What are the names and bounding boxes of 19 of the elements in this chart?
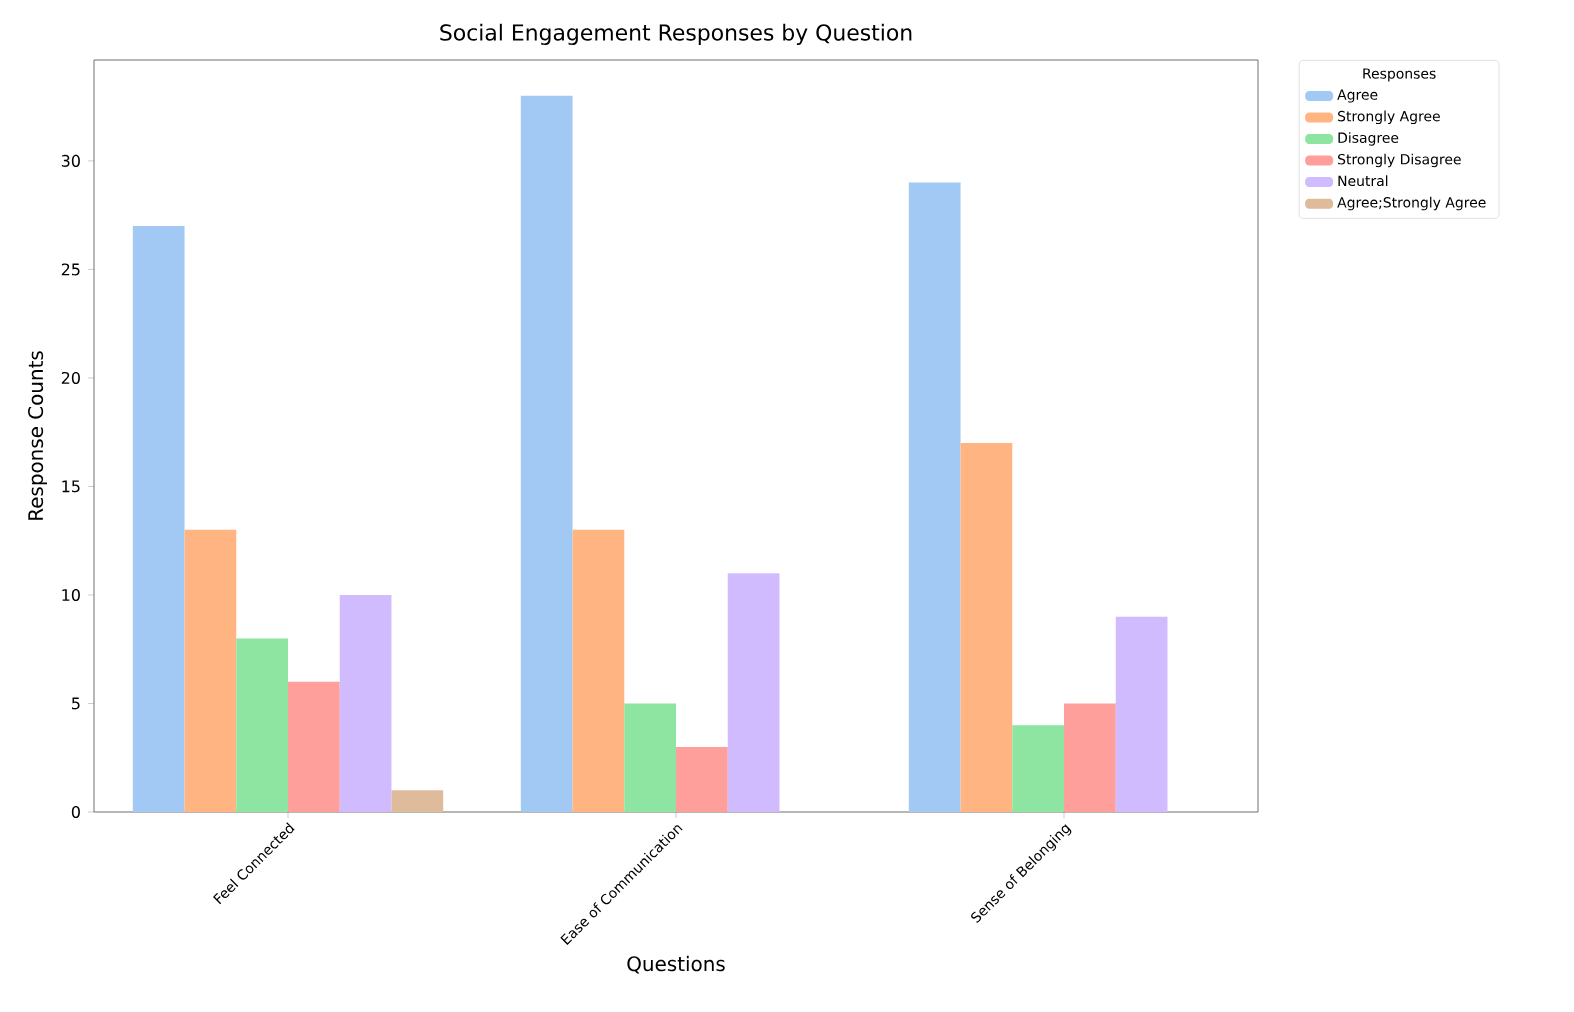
bar — [184, 529, 237, 812]
bar — [908, 182, 961, 812]
bar — [676, 746, 728, 812]
x-axis-title: Questions — [627, 955, 725, 974]
bar — [624, 703, 676, 812]
bar — [339, 594, 392, 812]
bar — [572, 529, 625, 812]
bar — [132, 226, 185, 812]
bar — [1064, 703, 1116, 812]
chart-title: Social Engagement Responses by Question — [440, 23, 912, 45]
bar — [236, 638, 288, 812]
bar — [288, 681, 340, 812]
bar — [960, 443, 1013, 812]
bar — [391, 790, 444, 812]
bar — [1012, 725, 1065, 812]
bar — [1115, 616, 1168, 812]
bar — [520, 95, 573, 812]
y-axis-title: Response Counts — [28, 351, 48, 520]
bar — [727, 573, 780, 812]
